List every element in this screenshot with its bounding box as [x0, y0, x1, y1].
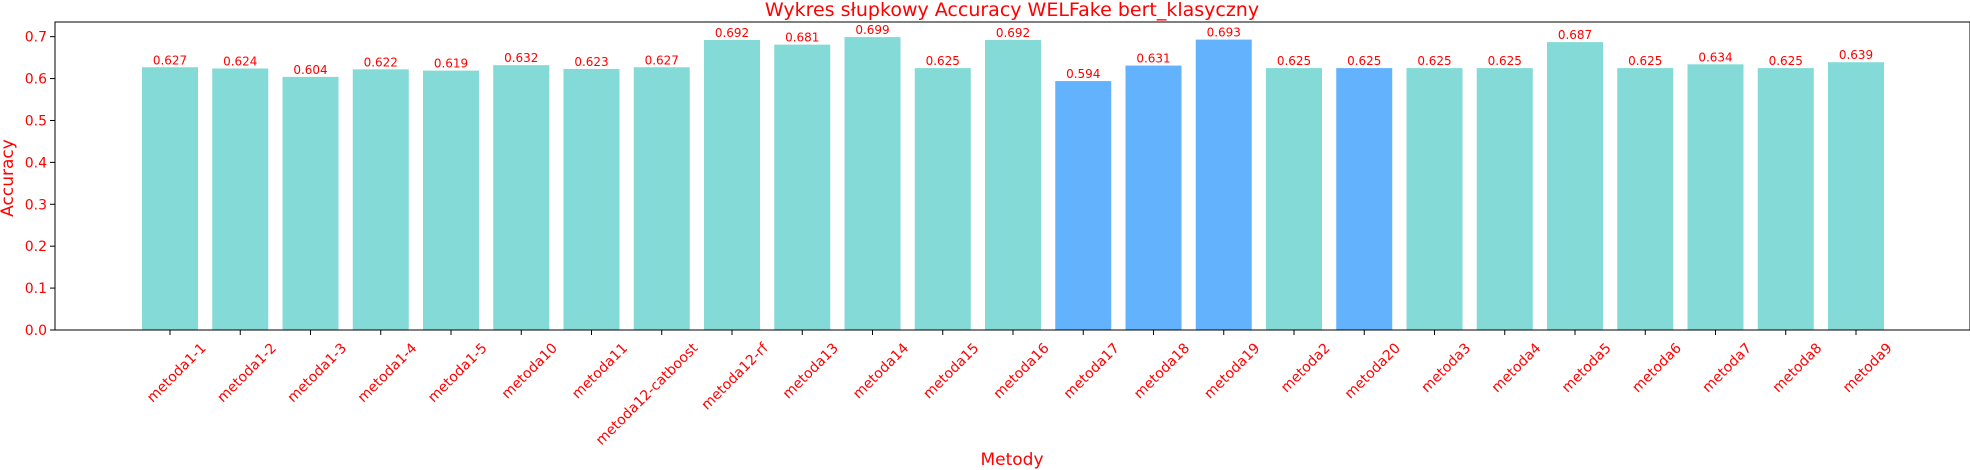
bar-metoda16 — [985, 40, 1041, 331]
data-label-metoda10: 0.632 — [504, 51, 538, 65]
x-tick-label-metoda17: metoda17 — [1061, 340, 1123, 402]
y-axis-label: Accuracy — [0, 139, 18, 217]
bar-metoda10 — [493, 65, 550, 331]
data-labels-group: 0.627 0.624 0.604 0.622 0.619 0.632 0.623 0.627… — [153, 23, 1873, 81]
x-tick-label-metoda14: metoda14 — [850, 340, 912, 402]
bar-metoda20 — [1336, 68, 1393, 330]
data-label-metoda14: 0.699 — [855, 23, 889, 37]
axes-frame — [54, 21, 1970, 331]
x-tick-label-metoda13: metoda13 — [780, 340, 842, 402]
chart-title: Wykres słupkowy Accuracy WELFake bert_kl… — [765, 0, 1259, 21]
data-label-metoda1-3: 0.604 — [293, 63, 327, 77]
data-label-metoda16: 0.692 — [996, 26, 1030, 40]
bar-metoda12-catboost — [633, 67, 690, 330]
bar-metoda6 — [1617, 68, 1674, 330]
y-tick-label: 0.1 — [25, 281, 47, 297]
bars-group — [142, 37, 1884, 331]
x-tick-label-metoda1-1: metoda1-1 — [144, 340, 210, 406]
bar-metoda1-2 — [212, 68, 269, 330]
bar-metoda14 — [844, 37, 901, 330]
x-tick-label-metoda1-2: metoda1-2 — [214, 340, 280, 406]
data-label-metoda1-1: 0.627 — [153, 53, 187, 67]
bar-metoda3 — [1406, 68, 1463, 330]
bar-metoda7 — [1687, 64, 1744, 331]
y-tick-label: 0.4 — [25, 155, 47, 171]
bar-metoda12-rf — [704, 40, 760, 331]
bar-metoda1-3 — [282, 76, 339, 331]
y-tick-label: 0.7 — [25, 30, 47, 46]
data-label-metoda1-4: 0.622 — [364, 55, 398, 69]
bar-metoda13 — [774, 44, 831, 330]
x-tick-label-metoda7: metoda7 — [1699, 340, 1755, 396]
x-tick-label-metoda11: metoda11 — [569, 340, 631, 402]
data-label-metoda2: 0.625 — [1277, 54, 1311, 68]
data-label-metoda4: 0.625 — [1488, 54, 1522, 68]
x-axis-ticks: metoda1-1 metoda1-2 metoda1-3 metoda1-4 meto… — [144, 330, 1896, 449]
data-label-metoda3: 0.625 — [1417, 54, 1451, 68]
data-label-metoda9: 0.639 — [1839, 48, 1873, 62]
y-axis-ticks: 0.0 0.1 0.2 0.3 0.4 0.5 0.6 0.7 — [25, 30, 55, 339]
data-label-metoda15: 0.625 — [926, 54, 960, 68]
bar-metoda1-4 — [352, 69, 409, 330]
bar-metoda9 — [1828, 62, 1884, 330]
data-label-metoda17: 0.594 — [1066, 67, 1100, 81]
bar-metoda18 — [1125, 65, 1182, 330]
bar-metoda4 — [1476, 68, 1533, 330]
y-tick-label: 0.0 — [25, 323, 47, 339]
bar-metoda19 — [1195, 39, 1252, 330]
data-label-metoda11: 0.623 — [574, 55, 608, 69]
data-label-metoda5: 0.687 — [1558, 28, 1592, 42]
data-label-metoda19: 0.693 — [1207, 26, 1241, 40]
data-label-metoda6: 0.625 — [1628, 54, 1662, 68]
data-label-metoda12-catboost: 0.627 — [645, 53, 679, 67]
data-label-metoda13: 0.681 — [785, 31, 819, 45]
bar-metoda1-1 — [142, 67, 198, 330]
bar-metoda2 — [1266, 68, 1322, 330]
data-label-metoda18: 0.631 — [1136, 52, 1170, 66]
x-tick-label-metoda2: metoda2 — [1278, 340, 1334, 396]
x-tick-label-metoda1-3: metoda1-3 — [285, 340, 351, 406]
bar-metoda8 — [1757, 68, 1814, 330]
x-tick-label-metoda19: metoda19 — [1201, 340, 1263, 402]
data-label-metoda1-5: 0.619 — [434, 57, 468, 71]
y-tick-label: 0.3 — [25, 197, 47, 213]
x-tick-label-metoda1-5: metoda1-5 — [425, 340, 491, 406]
x-tick-label-metoda18: metoda18 — [1131, 340, 1193, 402]
y-tick-label: 0.6 — [25, 72, 47, 88]
data-label-metoda7: 0.634 — [1698, 50, 1732, 64]
bar-metoda15 — [914, 68, 971, 330]
x-tick-label-metoda12-rf: metoda12-rf — [699, 340, 773, 414]
bar-metoda5 — [1547, 42, 1603, 330]
bar-metoda11 — [563, 68, 620, 330]
x-tick-label-metoda4: metoda4 — [1489, 340, 1545, 396]
x-tick-label-metoda6: metoda6 — [1629, 340, 1685, 396]
x-tick-label-metoda16: metoda16 — [991, 340, 1053, 402]
x-tick-label-metoda8: metoda8 — [1770, 340, 1826, 396]
data-label-metoda1-2: 0.624 — [223, 55, 257, 69]
bar-metoda1-5 — [423, 70, 479, 330]
data-label-metoda20: 0.625 — [1347, 54, 1381, 68]
x-tick-label-metoda20: metoda20 — [1342, 340, 1404, 402]
x-tick-label-metoda1-4: metoda1-4 — [355, 340, 421, 406]
x-tick-label-metoda15: metoda15 — [920, 340, 982, 402]
x-tick-label-metoda3: metoda3 — [1418, 340, 1474, 396]
x-axis-label: Metody — [980, 450, 1043, 470]
data-label-metoda12-rf: 0.692 — [715, 26, 749, 40]
y-tick-label: 0.2 — [25, 239, 47, 255]
x-tick-label-metoda9: metoda9 — [1840, 340, 1896, 396]
y-tick-label: 0.5 — [25, 113, 47, 129]
x-tick-label-metoda10: metoda10 — [499, 340, 561, 402]
bar-metoda17 — [1055, 81, 1112, 330]
data-label-metoda8: 0.625 — [1769, 54, 1803, 68]
x-tick-label-metoda5: metoda5 — [1559, 340, 1615, 396]
